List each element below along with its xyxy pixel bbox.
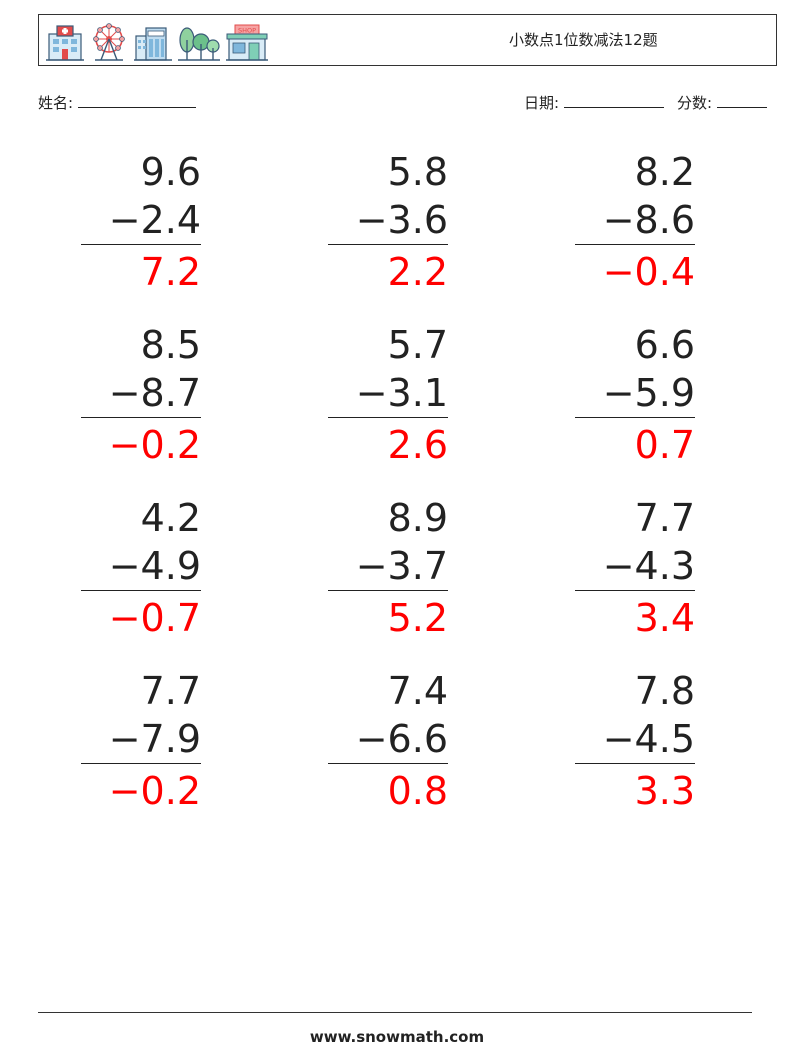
subtrahend: −5.9	[575, 369, 695, 418]
problem-10: 7.7 −7.9 −0.2	[81, 667, 201, 813]
minuend: 5.7	[387, 323, 448, 367]
minuend: 7.7	[140, 669, 201, 713]
problem-2: 5.8 −3.6 2.2	[328, 148, 448, 294]
problem-9: 7.7 −4.3 3.4	[575, 494, 695, 640]
minuend: 8.2	[634, 150, 695, 194]
minuend: 6.6	[634, 323, 695, 367]
answer: 0.7	[634, 423, 695, 467]
worksheet-title: 小数点1位数减法12题	[509, 31, 658, 49]
header-box: SHOP 小数点1位数减法12题	[38, 14, 777, 66]
shop-icon: SHOP	[226, 24, 268, 61]
minuend: 7.7	[634, 496, 695, 540]
answer: 7.2	[140, 250, 201, 294]
office-building-icon	[134, 27, 172, 61]
answer: 2.6	[387, 423, 448, 467]
header-icons: SHOP	[45, 20, 269, 62]
answer: −0.2	[108, 769, 201, 813]
date-label: 日期:	[524, 94, 560, 112]
answer: −0.4	[602, 250, 695, 294]
answer: 3.3	[634, 769, 695, 813]
ferris-wheel-icon	[93, 23, 125, 61]
subtrahend: −8.6	[575, 196, 695, 245]
subtrahend: −3.7	[328, 542, 448, 591]
subtrahend: −3.1	[328, 369, 448, 418]
answer: −0.7	[108, 596, 201, 640]
problem-5: 5.7 −3.1 2.6	[328, 321, 448, 467]
answer: 0.8	[387, 769, 448, 813]
minuend: 8.5	[140, 323, 201, 367]
minuend: 4.2	[140, 496, 201, 540]
subtrahend: −4.5	[575, 715, 695, 764]
trees-icon	[178, 27, 220, 61]
score-field: 分数:	[677, 92, 767, 113]
problem-7: 4.2 −4.9 −0.7	[81, 494, 201, 640]
problem-8: 8.9 −3.7 5.2	[328, 494, 448, 640]
minuend: 8.9	[387, 496, 448, 540]
problem-11: 7.4 −6.6 0.8	[328, 667, 448, 813]
problem-3: 8.2 −8.6 −0.4	[575, 148, 695, 294]
problem-1: 9.6 −2.4 7.2	[81, 148, 201, 294]
problem-6: 6.6 −5.9 0.7	[575, 321, 695, 467]
name-blank	[77, 93, 196, 108]
score-blank	[716, 93, 767, 108]
footer-site-link[interactable]: www.snowmath.com	[309, 1028, 485, 1046]
problem-12: 7.8 −4.5 3.3	[575, 667, 695, 813]
subtrahend: −8.7	[81, 369, 201, 418]
answer: 3.4	[634, 596, 695, 640]
subtrahend: −4.3	[575, 542, 695, 591]
subtrahend: −4.9	[81, 542, 201, 591]
minuend: 7.8	[634, 669, 695, 713]
date-blank	[563, 93, 664, 108]
subtrahend: −2.4	[81, 196, 201, 245]
answer: 2.2	[387, 250, 448, 294]
footer-divider	[38, 1012, 752, 1013]
answer: −0.2	[108, 423, 201, 467]
subtrahend: −6.6	[328, 715, 448, 764]
minuend: 9.6	[140, 150, 201, 194]
answer: 5.2	[387, 596, 448, 640]
name-field: 姓名:	[38, 92, 196, 113]
score-label: 分数:	[677, 94, 713, 112]
subtrahend: −7.9	[81, 715, 201, 764]
date-field: 日期:	[524, 92, 664, 113]
hospital-icon	[46, 25, 84, 61]
shop-sign-text: SHOP	[238, 27, 256, 35]
problem-4: 8.5 −8.7 −0.2	[81, 321, 201, 467]
subtrahend: −3.6	[328, 196, 448, 245]
minuend: 7.4	[387, 669, 448, 713]
minuend: 5.8	[387, 150, 448, 194]
name-label: 姓名:	[38, 94, 74, 112]
